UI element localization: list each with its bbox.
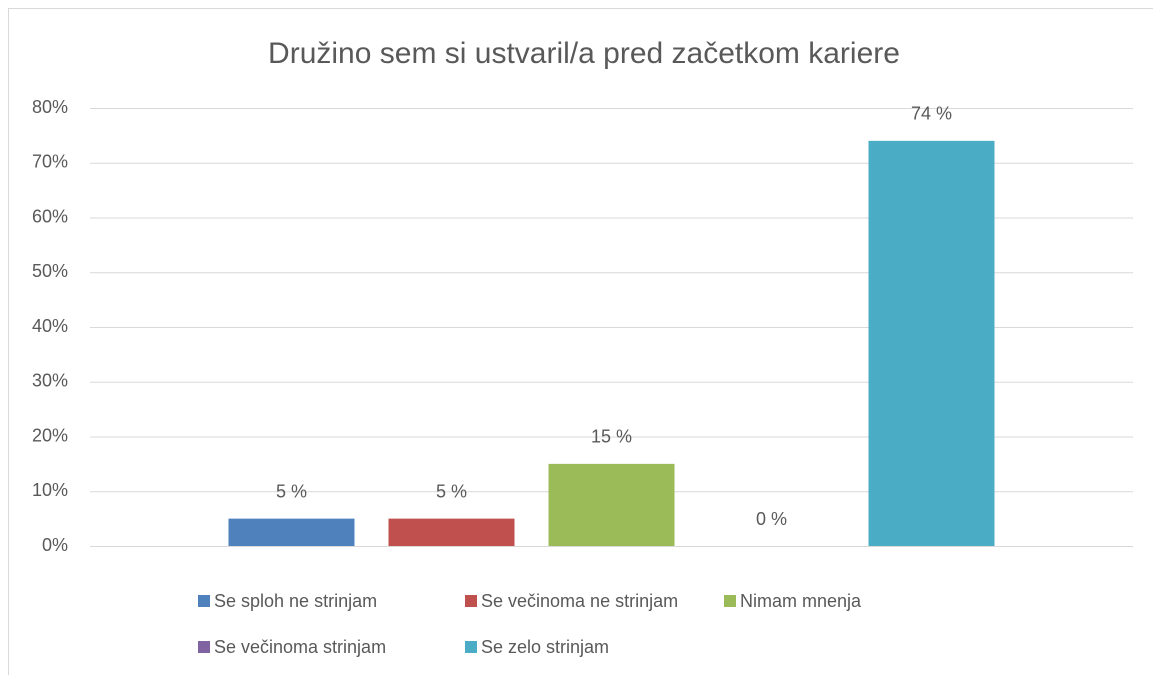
y-tick-label: 80% bbox=[32, 97, 68, 117]
legend-swatch bbox=[724, 595, 736, 607]
legend-label: Se zelo strinjam bbox=[481, 637, 609, 657]
legend-label: Se večinoma ne strinjam bbox=[481, 591, 678, 611]
bar bbox=[548, 463, 675, 546]
legend-swatch bbox=[465, 641, 477, 653]
data-label: 15 % bbox=[591, 427, 632, 447]
data-label: 0 % bbox=[756, 509, 787, 529]
legend-label: Nimam mnenja bbox=[740, 591, 862, 611]
legend-swatch bbox=[198, 595, 210, 607]
y-tick-label: 30% bbox=[32, 371, 68, 391]
bar bbox=[388, 518, 515, 546]
data-label: 5 % bbox=[436, 481, 467, 501]
y-tick-label: 70% bbox=[32, 152, 68, 172]
legend-swatch bbox=[198, 641, 210, 653]
chart-title: Družino sem si ustvaril/a pred začetkom … bbox=[268, 37, 900, 70]
y-tick-label: 60% bbox=[32, 206, 68, 226]
y-tick-label: 50% bbox=[32, 261, 68, 281]
data-label: 74 % bbox=[911, 104, 952, 124]
y-tick-label: 20% bbox=[32, 425, 68, 445]
y-tick-label: 40% bbox=[32, 316, 68, 336]
bar bbox=[868, 140, 995, 546]
data-label: 5 % bbox=[276, 481, 307, 501]
y-tick-label: 0% bbox=[42, 535, 68, 555]
bar bbox=[228, 518, 355, 546]
legend-label: Se večinoma strinjam bbox=[214, 637, 386, 657]
y-tick-label: 10% bbox=[32, 480, 68, 500]
legend-label: Se sploh ne strinjam bbox=[214, 591, 377, 611]
legend-swatch bbox=[465, 595, 477, 607]
